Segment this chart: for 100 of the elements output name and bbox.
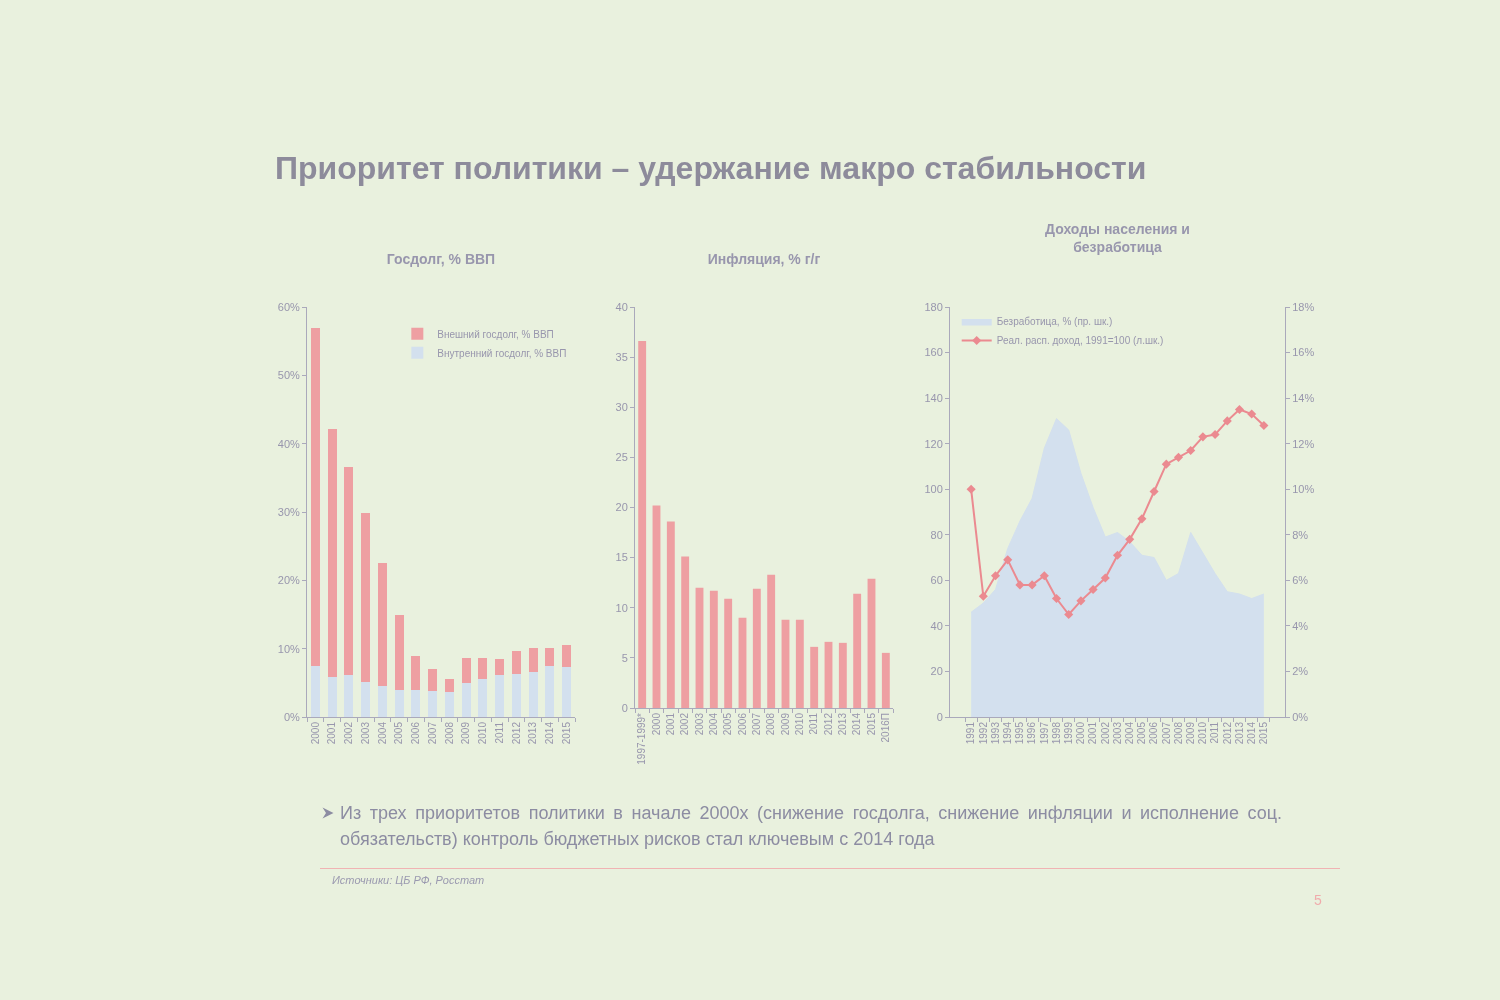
point	[1003, 555, 1013, 565]
x-tick-label: 1992	[977, 721, 989, 745]
point	[966, 484, 976, 494]
point	[1210, 430, 1220, 440]
point	[1234, 404, 1245, 415]
point	[1112, 550, 1123, 560]
point	[1222, 416, 1232, 426]
bar	[428, 669, 438, 692]
x-tick-label: 2004	[708, 712, 720, 736]
x-tick-label: 2007	[426, 721, 438, 745]
x-tick-label: 2013	[527, 721, 539, 745]
y2-tick-label: 8%	[1292, 528, 1309, 541]
y-tick-label: 10%	[277, 642, 300, 655]
point	[1027, 580, 1037, 590]
x-tick-label: 2011	[1209, 721, 1221, 744]
x-tick-label: 2008	[443, 721, 455, 745]
x-tick-label: 2005	[1136, 721, 1148, 745]
point	[1064, 609, 1074, 620]
x-tick-label: 2011	[493, 721, 505, 744]
x-tick-label: 2006	[736, 712, 748, 736]
point	[1088, 584, 1098, 594]
x-tick-label: 2012	[510, 721, 522, 745]
x-tick-label: 2012	[822, 712, 834, 736]
bar	[478, 678, 488, 717]
x-tick-label: 2002	[1099, 721, 1111, 745]
bar	[310, 327, 320, 667]
x-tick-label: 2016П	[880, 713, 892, 743]
x-tick-label: 2012	[1221, 721, 1233, 745]
bar	[838, 642, 847, 708]
x-tick-label: 2001	[665, 712, 677, 736]
x-tick-label: 2005	[393, 721, 405, 745]
bar	[681, 556, 690, 708]
y2-tick-label: 14%	[1292, 391, 1315, 404]
x-tick-label: 2002	[343, 721, 355, 745]
y-tick-label: 40%	[277, 437, 300, 450]
point	[978, 591, 988, 601]
bar	[881, 652, 890, 708]
y-tick-label: 180	[924, 300, 943, 313]
text: Приоритет политики – удержание макро стабильности	[275, 150, 1147, 187]
x-tick-label: 2003	[359, 721, 371, 745]
bar	[511, 650, 521, 674]
bar	[709, 590, 718, 708]
y-tick-label: 20	[930, 665, 943, 678]
x-tick-label: 2006	[410, 721, 422, 745]
y-tick-label: 5	[621, 651, 628, 664]
x-tick-label: 2010	[477, 721, 489, 745]
x-tick-label: 2000	[650, 712, 662, 736]
point	[1051, 594, 1062, 604]
x-tick-label: 1996	[1026, 721, 1038, 745]
x-tick-label: 2009	[779, 712, 791, 736]
legend-label: Внутренний госдолг, % ВВП	[437, 347, 567, 359]
bar	[344, 675, 354, 717]
y-tick-label: 160	[924, 346, 943, 359]
y2-tick-label: 12%	[1292, 437, 1315, 450]
x-tick-label: 2014	[1245, 721, 1257, 745]
y2-tick-label: 6%	[1292, 574, 1309, 587]
bar	[394, 689, 404, 717]
point	[1137, 514, 1147, 524]
bar	[361, 512, 371, 683]
bar	[428, 691, 438, 717]
x-tick-label: 2010	[1197, 721, 1209, 745]
x-tick-label: 2008	[1172, 721, 1184, 745]
bar	[361, 682, 371, 717]
y-tick-label: 20	[615, 501, 628, 514]
y-tick-label: 20%	[277, 574, 300, 587]
x-tick-label: 2007	[751, 712, 763, 736]
bar	[767, 574, 776, 708]
x-tick-label: 2010	[794, 712, 806, 736]
bar	[478, 658, 488, 679]
y-tick-label: 10	[615, 601, 628, 614]
bar	[528, 647, 538, 672]
x-tick-label: 1993	[989, 721, 1001, 745]
x-tick-label: 2003	[1111, 721, 1123, 745]
x-tick-label: 2015	[1258, 721, 1270, 745]
y2-tick-label: 18%	[1292, 300, 1315, 313]
x-tick-label: 2013	[1233, 721, 1245, 745]
bar	[638, 341, 647, 708]
x-tick-label: 2007	[1160, 721, 1172, 745]
bar	[724, 598, 733, 708]
y-tick-label: 80	[930, 528, 943, 541]
bar	[344, 466, 354, 676]
x-tick-label: 2013	[837, 712, 849, 736]
bar	[562, 644, 572, 668]
bar	[411, 689, 421, 717]
bar	[327, 677, 337, 717]
point	[1173, 452, 1184, 462]
x-tick-label: 2014	[544, 721, 556, 745]
bar	[495, 658, 505, 675]
x-tick-label: 2009	[1184, 721, 1196, 745]
x-tick-label: 2001	[1087, 721, 1099, 745]
y-tick-label: 30	[615, 401, 628, 414]
y-tick-label: 120	[924, 437, 943, 450]
chart-title: Инфляция, % г/г	[707, 250, 821, 267]
x-tick-label: 2006	[1148, 721, 1160, 745]
x-tick-label: 1999	[1062, 721, 1074, 745]
point	[1149, 486, 1159, 497]
legend-label: Реал. расп. доход, 1991=100 (л.шк.)	[996, 335, 1164, 347]
bar	[461, 682, 471, 717]
y-tick-label: 40	[615, 300, 628, 313]
x-tick-label: 2014	[851, 712, 863, 736]
